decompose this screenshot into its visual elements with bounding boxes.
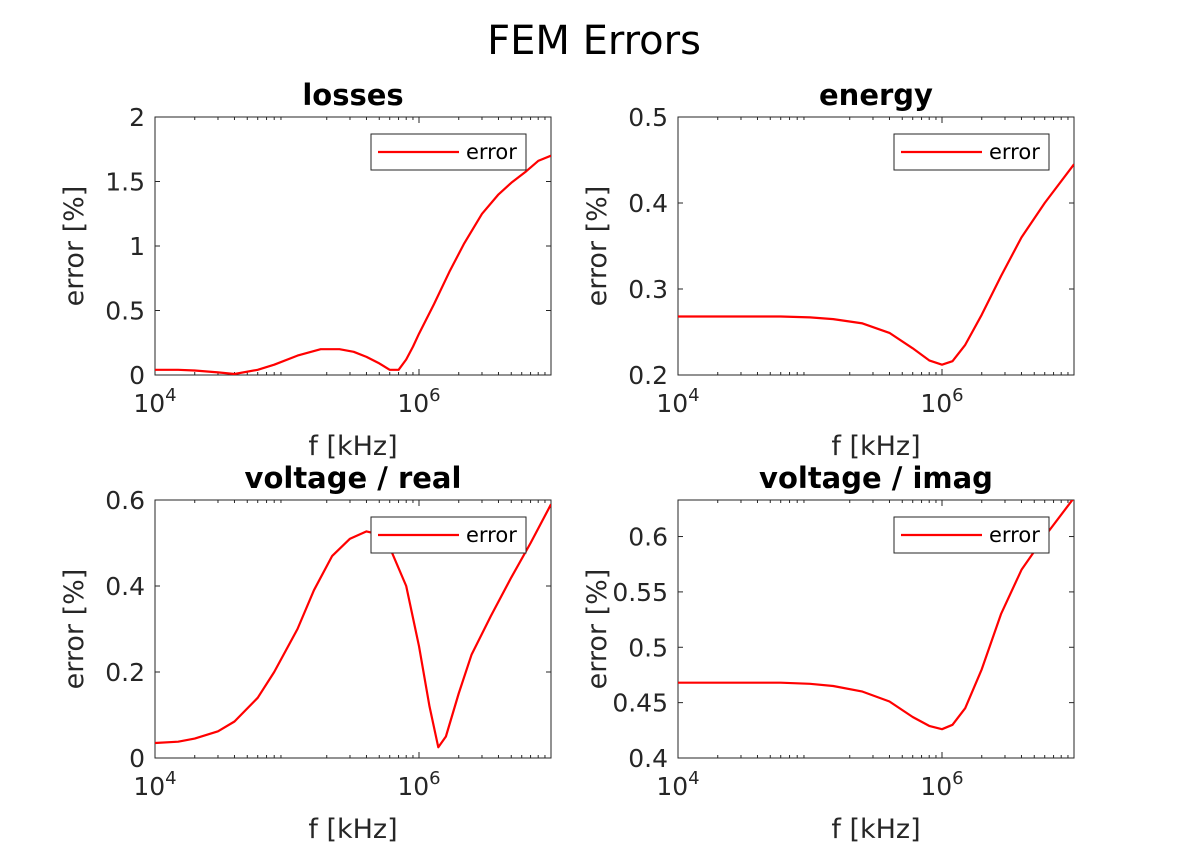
y-tick-label: 0 xyxy=(129,361,145,390)
y-axis-label: error [%] xyxy=(59,569,90,690)
y-tick-label: 0.5 xyxy=(628,103,668,132)
x-tick-base: 10 xyxy=(397,389,429,418)
y-tick-label: 0.3 xyxy=(628,275,668,304)
subplot-title: voltage / imag xyxy=(759,461,993,495)
y-tick-label: 0.55 xyxy=(612,578,668,607)
legend: error xyxy=(893,133,1050,171)
plot-area xyxy=(677,499,1075,759)
y-tick-label: 0.2 xyxy=(628,361,668,390)
y-tick-label: 0.4 xyxy=(628,744,668,773)
x-tick-label: 104 xyxy=(656,385,699,418)
y-axis-label: error [%] xyxy=(582,569,613,690)
x-tick-exponent: 6 xyxy=(952,385,963,406)
y-tick-label: 0 xyxy=(129,744,145,773)
legend-label: error xyxy=(989,523,1040,547)
y-tick-label: 0.4 xyxy=(105,572,145,601)
series-line-error xyxy=(678,500,1074,731)
series-line-error xyxy=(155,154,551,375)
legend-label: error xyxy=(466,523,517,547)
x-tick-label: 106 xyxy=(397,768,440,801)
y-tick-label: 0.5 xyxy=(628,633,668,662)
y-tick-label: 0.6 xyxy=(628,523,668,552)
subplot-title: voltage / real xyxy=(245,461,462,495)
x-tick-label: 106 xyxy=(397,385,440,418)
x-tick-base: 10 xyxy=(397,772,429,801)
x-tick-exponent: 4 xyxy=(688,385,699,406)
x-tick-label: 104 xyxy=(133,385,176,418)
x-tick-exponent: 4 xyxy=(165,385,176,406)
y-tick-label: 0.4 xyxy=(628,189,668,218)
y-tick-label: 1.5 xyxy=(105,168,145,197)
legend: error xyxy=(370,516,527,554)
x-tick-base: 10 xyxy=(133,389,165,418)
x-tick-exponent: 6 xyxy=(429,385,440,406)
y-tick-label: 0.5 xyxy=(105,297,145,326)
subplot-title: losses xyxy=(302,78,403,112)
series-line-error xyxy=(678,163,1074,366)
subplot-title: energy xyxy=(819,78,933,112)
legend: error xyxy=(370,133,527,171)
figure-title: FEM Errors xyxy=(487,18,701,64)
x-tick-base: 10 xyxy=(920,772,952,801)
x-tick-exponent: 4 xyxy=(688,768,699,789)
x-tick-exponent: 6 xyxy=(429,768,440,789)
y-tick-label: 0.2 xyxy=(105,658,145,687)
x-tick-label: 104 xyxy=(133,768,176,801)
x-tick-exponent: 4 xyxy=(165,768,176,789)
x-tick-base: 10 xyxy=(920,389,952,418)
x-tick-label: 106 xyxy=(920,768,963,801)
y-axis-label: error [%] xyxy=(582,186,613,307)
x-tick-base: 10 xyxy=(133,772,165,801)
legend-label: error xyxy=(989,140,1040,164)
y-tick-label: 2 xyxy=(129,103,145,132)
legend-label: error xyxy=(466,140,517,164)
y-tick-label: 0.45 xyxy=(612,689,668,718)
x-axis-label: f [kHz] xyxy=(308,814,397,845)
x-tick-base: 10 xyxy=(656,389,688,418)
x-axis-label: f [kHz] xyxy=(308,431,397,462)
x-axis-label: f [kHz] xyxy=(831,814,920,845)
x-tick-exponent: 6 xyxy=(952,768,963,789)
y-tick-label: 0.6 xyxy=(105,486,145,515)
legend: error xyxy=(893,516,1050,554)
x-tick-base: 10 xyxy=(656,772,688,801)
y-tick-label: 1 xyxy=(129,232,145,261)
x-axis-label: f [kHz] xyxy=(831,431,920,462)
x-tick-label: 104 xyxy=(656,768,699,801)
x-tick-label: 106 xyxy=(920,385,963,418)
y-axis-label: error [%] xyxy=(59,186,90,307)
